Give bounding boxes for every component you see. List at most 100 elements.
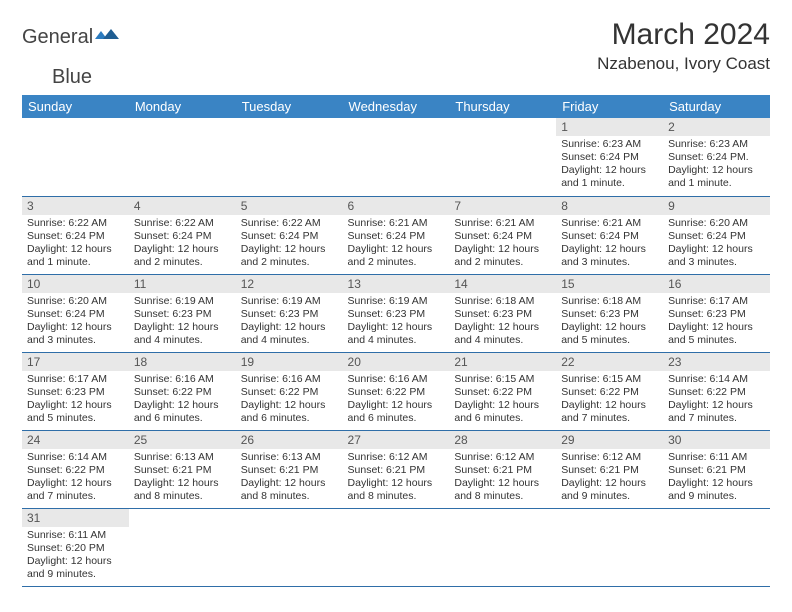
sunset-line: Sunset: 6:21 PM bbox=[561, 464, 658, 477]
calendar-cell: 25Sunrise: 6:13 AMSunset: 6:21 PMDayligh… bbox=[129, 430, 236, 508]
day-number: 21 bbox=[449, 353, 556, 371]
calendar-cell: 28Sunrise: 6:12 AMSunset: 6:21 PMDayligh… bbox=[449, 430, 556, 508]
sunrise-line: Sunrise: 6:21 AM bbox=[561, 217, 658, 230]
daylight-line: Daylight: 12 hours and 6 minutes. bbox=[241, 399, 338, 425]
day-body: Sunrise: 6:23 AMSunset: 6:24 PMDaylight:… bbox=[556, 136, 663, 194]
day-body: Sunrise: 6:16 AMSunset: 6:22 PMDaylight:… bbox=[343, 371, 450, 429]
calendar-head: SundayMondayTuesdayWednesdayThursdayFrid… bbox=[22, 95, 770, 118]
calendar-cell: 7Sunrise: 6:21 AMSunset: 6:24 PMDaylight… bbox=[449, 196, 556, 274]
day-body: Sunrise: 6:16 AMSunset: 6:22 PMDaylight:… bbox=[236, 371, 343, 429]
calendar-cell: 6Sunrise: 6:21 AMSunset: 6:24 PMDaylight… bbox=[343, 196, 450, 274]
sunset-line: Sunset: 6:23 PM bbox=[134, 308, 231, 321]
calendar-cell: 12Sunrise: 6:19 AMSunset: 6:23 PMDayligh… bbox=[236, 274, 343, 352]
sunrise-line: Sunrise: 6:16 AM bbox=[241, 373, 338, 386]
day-number: 26 bbox=[236, 431, 343, 449]
day-number: 28 bbox=[449, 431, 556, 449]
calendar-cell-empty bbox=[343, 508, 450, 586]
day-number: 17 bbox=[22, 353, 129, 371]
calendar-cell: 14Sunrise: 6:18 AMSunset: 6:23 PMDayligh… bbox=[449, 274, 556, 352]
sunset-line: Sunset: 6:23 PM bbox=[348, 308, 445, 321]
sunset-line: Sunset: 6:21 PM bbox=[348, 464, 445, 477]
day-body: Sunrise: 6:13 AMSunset: 6:21 PMDaylight:… bbox=[129, 449, 236, 507]
sunrise-line: Sunrise: 6:16 AM bbox=[134, 373, 231, 386]
sunrise-line: Sunrise: 6:22 AM bbox=[27, 217, 124, 230]
sunset-line: Sunset: 6:24 PM bbox=[454, 230, 551, 243]
day-number: 19 bbox=[236, 353, 343, 371]
day-number: 31 bbox=[22, 509, 129, 527]
sunrise-line: Sunrise: 6:12 AM bbox=[561, 451, 658, 464]
sunset-line: Sunset: 6:23 PM bbox=[241, 308, 338, 321]
daylight-line: Daylight: 12 hours and 9 minutes. bbox=[561, 477, 658, 503]
day-number: 16 bbox=[663, 275, 770, 293]
calendar-cell: 26Sunrise: 6:13 AMSunset: 6:21 PMDayligh… bbox=[236, 430, 343, 508]
daylight-line: Daylight: 12 hours and 8 minutes. bbox=[134, 477, 231, 503]
daylight-line: Daylight: 12 hours and 2 minutes. bbox=[454, 243, 551, 269]
weekday-header: Monday bbox=[129, 95, 236, 118]
day-number: 29 bbox=[556, 431, 663, 449]
sunset-line: Sunset: 6:24 PM bbox=[561, 151, 658, 164]
daylight-line: Daylight: 12 hours and 4 minutes. bbox=[241, 321, 338, 347]
day-number: 4 bbox=[129, 197, 236, 215]
calendar-cell: 22Sunrise: 6:15 AMSunset: 6:22 PMDayligh… bbox=[556, 352, 663, 430]
weekday-header: Sunday bbox=[22, 95, 129, 118]
day-number: 7 bbox=[449, 197, 556, 215]
sunrise-line: Sunrise: 6:16 AM bbox=[348, 373, 445, 386]
daylight-line: Daylight: 12 hours and 4 minutes. bbox=[454, 321, 551, 347]
calendar-cell-empty bbox=[449, 118, 556, 196]
daylight-line: Daylight: 12 hours and 8 minutes. bbox=[241, 477, 338, 503]
day-body: Sunrise: 6:20 AMSunset: 6:24 PMDaylight:… bbox=[22, 293, 129, 351]
calendar-cell-empty bbox=[22, 118, 129, 196]
location: Nzabenou, Ivory Coast bbox=[597, 54, 770, 74]
calendar-cell: 3Sunrise: 6:22 AMSunset: 6:24 PMDaylight… bbox=[22, 196, 129, 274]
title-block: March 2024 Nzabenou, Ivory Coast bbox=[597, 18, 770, 74]
sunset-line: Sunset: 6:21 PM bbox=[134, 464, 231, 477]
day-body: Sunrise: 6:19 AMSunset: 6:23 PMDaylight:… bbox=[236, 293, 343, 351]
day-number: 6 bbox=[343, 197, 450, 215]
day-body: Sunrise: 6:12 AMSunset: 6:21 PMDaylight:… bbox=[449, 449, 556, 507]
day-body: Sunrise: 6:12 AMSunset: 6:21 PMDaylight:… bbox=[343, 449, 450, 507]
day-body: Sunrise: 6:19 AMSunset: 6:23 PMDaylight:… bbox=[343, 293, 450, 351]
brand-logo: General bbox=[22, 18, 123, 49]
daylight-line: Daylight: 12 hours and 3 minutes. bbox=[27, 321, 124, 347]
sunset-line: Sunset: 6:22 PM bbox=[561, 386, 658, 399]
daylight-line: Daylight: 12 hours and 2 minutes. bbox=[241, 243, 338, 269]
day-body: Sunrise: 6:16 AMSunset: 6:22 PMDaylight:… bbox=[129, 371, 236, 429]
day-body: Sunrise: 6:22 AMSunset: 6:24 PMDaylight:… bbox=[22, 215, 129, 273]
calendar-cell: 1Sunrise: 6:23 AMSunset: 6:24 PMDaylight… bbox=[556, 118, 663, 196]
daylight-line: Daylight: 12 hours and 5 minutes. bbox=[668, 321, 765, 347]
calendar-cell-empty bbox=[449, 508, 556, 586]
sunrise-line: Sunrise: 6:15 AM bbox=[454, 373, 551, 386]
sunrise-line: Sunrise: 6:11 AM bbox=[27, 529, 124, 542]
daylight-line: Daylight: 12 hours and 9 minutes. bbox=[668, 477, 765, 503]
sunset-line: Sunset: 6:21 PM bbox=[241, 464, 338, 477]
calendar-cell: 30Sunrise: 6:11 AMSunset: 6:21 PMDayligh… bbox=[663, 430, 770, 508]
day-number: 22 bbox=[556, 353, 663, 371]
calendar-cell: 15Sunrise: 6:18 AMSunset: 6:23 PMDayligh… bbox=[556, 274, 663, 352]
sunset-line: Sunset: 6:22 PM bbox=[668, 386, 765, 399]
day-number: 12 bbox=[236, 275, 343, 293]
sunset-line: Sunset: 6:24 PM bbox=[27, 308, 124, 321]
day-body: Sunrise: 6:18 AMSunset: 6:23 PMDaylight:… bbox=[449, 293, 556, 351]
daylight-line: Daylight: 12 hours and 3 minutes. bbox=[668, 243, 765, 269]
sunrise-line: Sunrise: 6:14 AM bbox=[668, 373, 765, 386]
day-number: 24 bbox=[22, 431, 129, 449]
daylight-line: Daylight: 12 hours and 9 minutes. bbox=[27, 555, 124, 581]
calendar-body: 1Sunrise: 6:23 AMSunset: 6:24 PMDaylight… bbox=[22, 118, 770, 586]
sunset-line: Sunset: 6:21 PM bbox=[668, 464, 765, 477]
calendar-cell: 4Sunrise: 6:22 AMSunset: 6:24 PMDaylight… bbox=[129, 196, 236, 274]
weekday-header: Wednesday bbox=[343, 95, 450, 118]
day-number: 20 bbox=[343, 353, 450, 371]
brand-name-a: General bbox=[22, 26, 93, 49]
sunset-line: Sunset: 6:23 PM bbox=[668, 308, 765, 321]
sunrise-line: Sunrise: 6:20 AM bbox=[668, 217, 765, 230]
day-number: 27 bbox=[343, 431, 450, 449]
calendar-cell: 24Sunrise: 6:14 AMSunset: 6:22 PMDayligh… bbox=[22, 430, 129, 508]
calendar-cell: 31Sunrise: 6:11 AMSunset: 6:20 PMDayligh… bbox=[22, 508, 129, 586]
flag-icon bbox=[95, 27, 121, 48]
day-number: 1 bbox=[556, 118, 663, 136]
day-body: Sunrise: 6:17 AMSunset: 6:23 PMDaylight:… bbox=[22, 371, 129, 429]
day-body: Sunrise: 6:11 AMSunset: 6:20 PMDaylight:… bbox=[22, 527, 129, 585]
day-number: 15 bbox=[556, 275, 663, 293]
weekday-header: Tuesday bbox=[236, 95, 343, 118]
day-body: Sunrise: 6:19 AMSunset: 6:23 PMDaylight:… bbox=[129, 293, 236, 351]
